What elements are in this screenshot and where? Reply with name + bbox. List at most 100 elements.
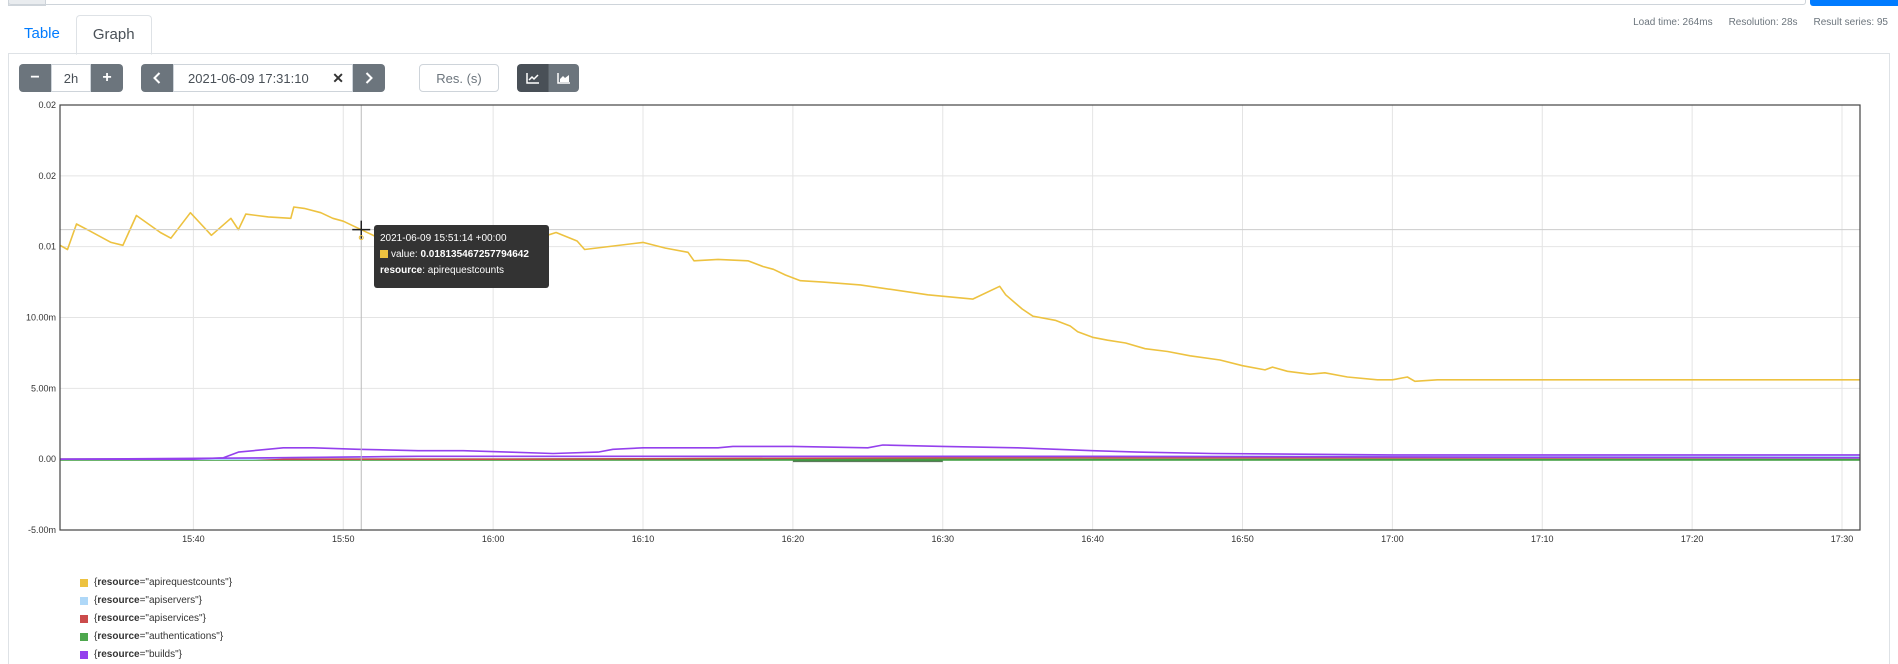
- y-tick-label: 0.02: [38, 171, 56, 181]
- legend-brace: {: [94, 613, 98, 624]
- end-time-input[interactable]: 2021-06-09 17:31:10 ✕: [173, 64, 353, 92]
- stacked-button[interactable]: [548, 64, 579, 92]
- range-input[interactable]: 2h: [51, 64, 91, 92]
- tooltip-label-row: resource: apirequestcounts: [380, 263, 543, 279]
- tab-table[interactable]: Table: [24, 25, 60, 42]
- legend-brace: {: [94, 631, 98, 642]
- chart-mode-toggle: [517, 64, 579, 92]
- tooltip-label-key: resource: [380, 265, 423, 276]
- legend-item[interactable]: {resource =" apirequestcounts "}: [80, 574, 232, 592]
- unstacked-button[interactable]: [517, 64, 548, 92]
- tab-graph[interactable]: Graph: [75, 15, 152, 55]
- legend-item[interactable]: {resource =" apiservers "}: [80, 592, 232, 610]
- view-tabs: Table Graph: [8, 15, 152, 55]
- resolution-stat: Resolution: 28s: [1728, 17, 1798, 28]
- x-tick-label: 17:10: [1531, 534, 1554, 544]
- legend-label-key: resource: [97, 613, 140, 624]
- previous-time-button[interactable]: [141, 64, 173, 92]
- series-lines: [59, 206, 1861, 463]
- chevron-left-icon: [153, 72, 161, 84]
- hover-cursor: [60, 105, 1860, 530]
- graph-panel: − 2h + 2021-06-09 17:31:10 ✕ Res. (s): [8, 53, 1890, 664]
- legend-brace: "}: [175, 649, 183, 660]
- legend-label-value: apiservers: [148, 595, 196, 606]
- legend-label-key: resource: [97, 595, 140, 606]
- end-time-value: 2021-06-09 17:31:10: [188, 70, 309, 86]
- series-line: [59, 206, 1860, 383]
- plus-icon: +: [102, 69, 112, 86]
- y-tick-label: 0.02: [38, 100, 56, 110]
- expression-bar: [0, 0, 1898, 8]
- x-tick-label: 15:50: [332, 534, 355, 544]
- legend-item[interactable]: {resource =" apiservices "}: [80, 610, 232, 628]
- x-tick-label: 16:40: [1081, 534, 1104, 544]
- tooltip-time: 2021-06-09 15:51:14 +00:00: [380, 233, 507, 244]
- legend-brace: "}: [216, 631, 224, 642]
- legend-eq: =": [139, 613, 149, 624]
- legend-swatch: [80, 597, 88, 605]
- decrease-range-button[interactable]: −: [19, 64, 51, 92]
- legend-brace: {: [94, 595, 98, 606]
- resolution-input[interactable]: Res. (s): [419, 64, 499, 92]
- line-chart-icon: [525, 73, 539, 84]
- y-tick-label: 5.00m: [31, 383, 56, 393]
- legend-label-key: resource: [97, 649, 140, 660]
- grid: [60, 104, 1860, 531]
- close-icon[interactable]: ✕: [332, 70, 344, 86]
- legend-swatch: [80, 579, 88, 587]
- result-series: Result series: 95: [1813, 17, 1888, 28]
- x-tick-label: 16:20: [782, 534, 805, 544]
- chevron-right-icon: [365, 72, 373, 84]
- legend-brace: {: [94, 649, 98, 660]
- legend-brace: {: [94, 577, 98, 588]
- legend-brace: "}: [225, 577, 233, 588]
- legend-eq: =": [139, 649, 149, 660]
- y-tick-label: 0.00: [38, 454, 56, 464]
- x-tick-label: 16:50: [1231, 534, 1254, 544]
- next-time-button[interactable]: [353, 64, 385, 92]
- tooltip-value-row: value: 0.018135467257794642: [380, 247, 543, 263]
- legend: {resource =" apirequestcounts "} {resource =…: [80, 574, 232, 664]
- increase-range-button[interactable]: +: [91, 64, 123, 92]
- tooltip-value: 0.018135467257794642: [420, 249, 529, 260]
- y-tick-label: -5.00m: [28, 525, 56, 535]
- tooltip-label-value: : apirequestcounts: [422, 265, 504, 276]
- x-tick-label: 17:00: [1381, 534, 1404, 544]
- legend-label-key: resource: [97, 577, 140, 588]
- legend-swatch: [80, 615, 88, 623]
- legend-swatch: [80, 633, 88, 641]
- legend-eq: =": [139, 631, 149, 642]
- legend-label-value: apirequestcounts: [148, 577, 226, 588]
- legend-label-key: resource: [97, 631, 140, 642]
- legend-label-value: builds: [148, 649, 176, 660]
- x-axis: 15:40 15:50 16:00 16:10 16:20 16:30 16:40 16:50…: [182, 534, 1853, 544]
- legend-swatch: [80, 651, 88, 659]
- legend-eq: =": [139, 595, 149, 606]
- x-tick-label: 16:00: [482, 534, 505, 544]
- series-line: [60, 444, 1860, 461]
- series-line: [60, 456, 1860, 461]
- stacked-chart-icon: [557, 73, 570, 84]
- x-tick-label: 15:40: [182, 534, 205, 544]
- legend-item[interactable]: {resource =" authentications "}: [80, 628, 232, 646]
- legend-item[interactable]: {resource =" builds "}: [80, 646, 232, 664]
- plot-border: [59, 104, 1861, 531]
- minus-icon: −: [30, 69, 40, 86]
- hover-tooltip: 2021-06-09 15:51:14 +00:00 value: 0.0181…: [374, 225, 549, 288]
- expression-input[interactable]: [8, 0, 1806, 5]
- y-tick-label: 0.01: [38, 242, 56, 252]
- legend-label-value: apiservices: [148, 613, 200, 624]
- series-swatch: [380, 250, 388, 258]
- x-tick-label: 16:30: [931, 534, 954, 544]
- series-line: [59, 455, 1861, 460]
- legend-brace: "}: [199, 613, 206, 624]
- legend-label-value: authentications: [148, 631, 217, 642]
- x-tick-label: 16:10: [632, 534, 655, 544]
- graph-controls: − 2h + 2021-06-09 17:31:10 ✕ Res. (s): [19, 64, 579, 92]
- y-axis: 0.02 0.02 0.01 10.00m 5.00m 0.00 -5.00m: [26, 100, 56, 535]
- legend-eq: =": [139, 577, 149, 588]
- y-tick-label: 10.00m: [26, 313, 56, 323]
- execute-button[interactable]: [1810, 0, 1898, 6]
- legend-brace: "}: [195, 595, 203, 606]
